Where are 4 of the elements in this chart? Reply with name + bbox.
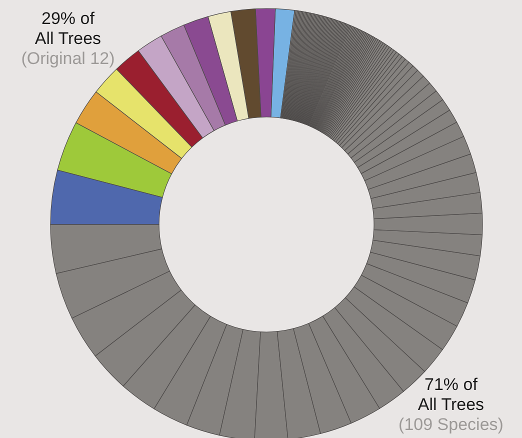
text: (109 Species) bbox=[398, 415, 504, 435]
text: 71% of All Trees bbox=[418, 375, 484, 415]
text: (Original 12) bbox=[21, 49, 115, 69]
text: 29% of All Trees bbox=[34, 9, 102, 49]
